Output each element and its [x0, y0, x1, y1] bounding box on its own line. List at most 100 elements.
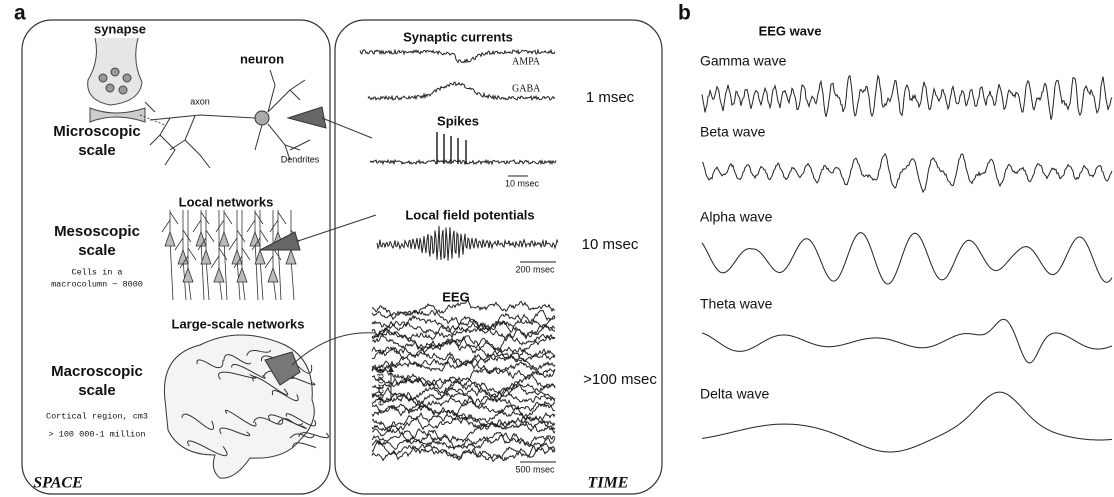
gyrus — [196, 359, 224, 369]
branch — [215, 219, 225, 233]
eeg-trace — [371, 432, 556, 450]
cell-body — [182, 266, 194, 283]
eeg-trace — [371, 302, 556, 334]
neuron-illustration — [144, 69, 373, 169]
branch — [251, 237, 261, 251]
eeg-trace — [371, 442, 556, 462]
timescale: >100 msec — [583, 371, 657, 388]
branch — [233, 255, 243, 269]
scale-title: scale — [78, 142, 116, 159]
eeg-trace — [371, 387, 556, 417]
eeg-trace — [371, 314, 556, 338]
branch — [223, 211, 233, 225]
branch — [187, 247, 197, 261]
synapse-illustration — [87, 37, 166, 126]
eeg-wave — [701, 232, 1113, 285]
eeg-trace — [371, 372, 556, 403]
cell-body — [200, 248, 212, 265]
eeg-trace — [371, 421, 556, 444]
panel-label: a — [14, 2, 26, 25]
axis-label: TIME — [588, 475, 629, 492]
wave-label: Alpha wave — [700, 209, 773, 225]
axon-label: axon — [190, 96, 210, 106]
eeg-trace — [371, 355, 556, 381]
scale-bar-label: 10 msec — [505, 178, 540, 188]
scale-note: Cells in a — [71, 267, 122, 277]
scale-title: Macroscopic — [51, 363, 143, 380]
ampa-trace — [359, 48, 556, 64]
scale-bar-label: 200 msec — [515, 264, 555, 274]
eeg-trace — [371, 386, 556, 412]
eeg-trace — [371, 430, 556, 451]
cell-body — [249, 230, 261, 247]
gyrus — [271, 390, 299, 402]
cell-body — [236, 266, 248, 283]
branch — [182, 229, 192, 243]
space-box — [21, 19, 331, 495]
branch — [277, 211, 287, 225]
labels: a synapse neuron axon Dendrites Microscopic sc… — [14, 2, 821, 492]
gyrus — [268, 414, 307, 429]
branch — [200, 211, 210, 225]
eeg-wave — [701, 74, 1113, 120]
gyrus — [231, 363, 266, 379]
gyrus — [285, 413, 317, 427]
cell-body — [195, 230, 207, 247]
branch — [169, 211, 179, 225]
branch — [205, 229, 215, 243]
timescale: 1 msec — [586, 89, 635, 106]
gyrus — [219, 427, 251, 437]
cell-body — [213, 266, 225, 283]
eeg-trace — [371, 403, 556, 424]
scale-title: scale — [78, 242, 116, 259]
gaba-trace — [367, 81, 556, 101]
eeg-trace — [371, 414, 556, 433]
branch — [197, 237, 207, 251]
cell-body — [231, 248, 243, 265]
branch — [174, 237, 184, 251]
eeg-wave — [701, 153, 1113, 194]
gyrus — [218, 371, 257, 380]
network-electrode — [259, 214, 377, 251]
synapse-label: synapse — [94, 21, 146, 36]
network-label: Large-scale networks — [172, 316, 305, 331]
axon — [259, 257, 264, 301]
axon — [205, 257, 210, 301]
axon — [254, 239, 259, 301]
cell-body — [177, 248, 189, 265]
cell-body — [254, 248, 266, 265]
scale-note: Cortical region, cm3 — [46, 411, 148, 421]
spike-trace — [369, 158, 557, 166]
branch — [246, 219, 256, 233]
scale-title: scale — [78, 382, 116, 399]
gyrus — [181, 413, 214, 430]
branch — [218, 247, 228, 261]
branch — [192, 219, 202, 233]
electrodes-label: electrodes — [375, 364, 385, 406]
eeg-trace — [371, 321, 556, 343]
cell-body — [285, 248, 297, 265]
branch — [259, 229, 269, 243]
eeg-trace — [371, 352, 556, 379]
trace-title: EEG — [442, 289, 469, 304]
scale-title: Mesoscopic — [54, 223, 140, 240]
eeg-trace — [371, 339, 556, 362]
gyrus — [276, 418, 304, 426]
axon — [290, 257, 295, 301]
branch — [161, 219, 171, 233]
gyrus — [223, 354, 252, 365]
branch — [241, 247, 251, 261]
eeg-wave — [701, 318, 1113, 364]
timescale: 10 msec — [582, 236, 639, 253]
axon — [223, 239, 228, 301]
cell-body — [218, 230, 230, 247]
eeg-trace — [371, 439, 556, 463]
scale-title: Microscopic — [53, 123, 141, 140]
gyrus — [252, 417, 284, 425]
network-label: Local networks — [179, 194, 274, 209]
brain-illustration — [163, 332, 376, 479]
wave-label: Beta wave — [700, 124, 766, 140]
gyrus — [252, 376, 289, 396]
trace-label: AMPA — [512, 56, 541, 67]
